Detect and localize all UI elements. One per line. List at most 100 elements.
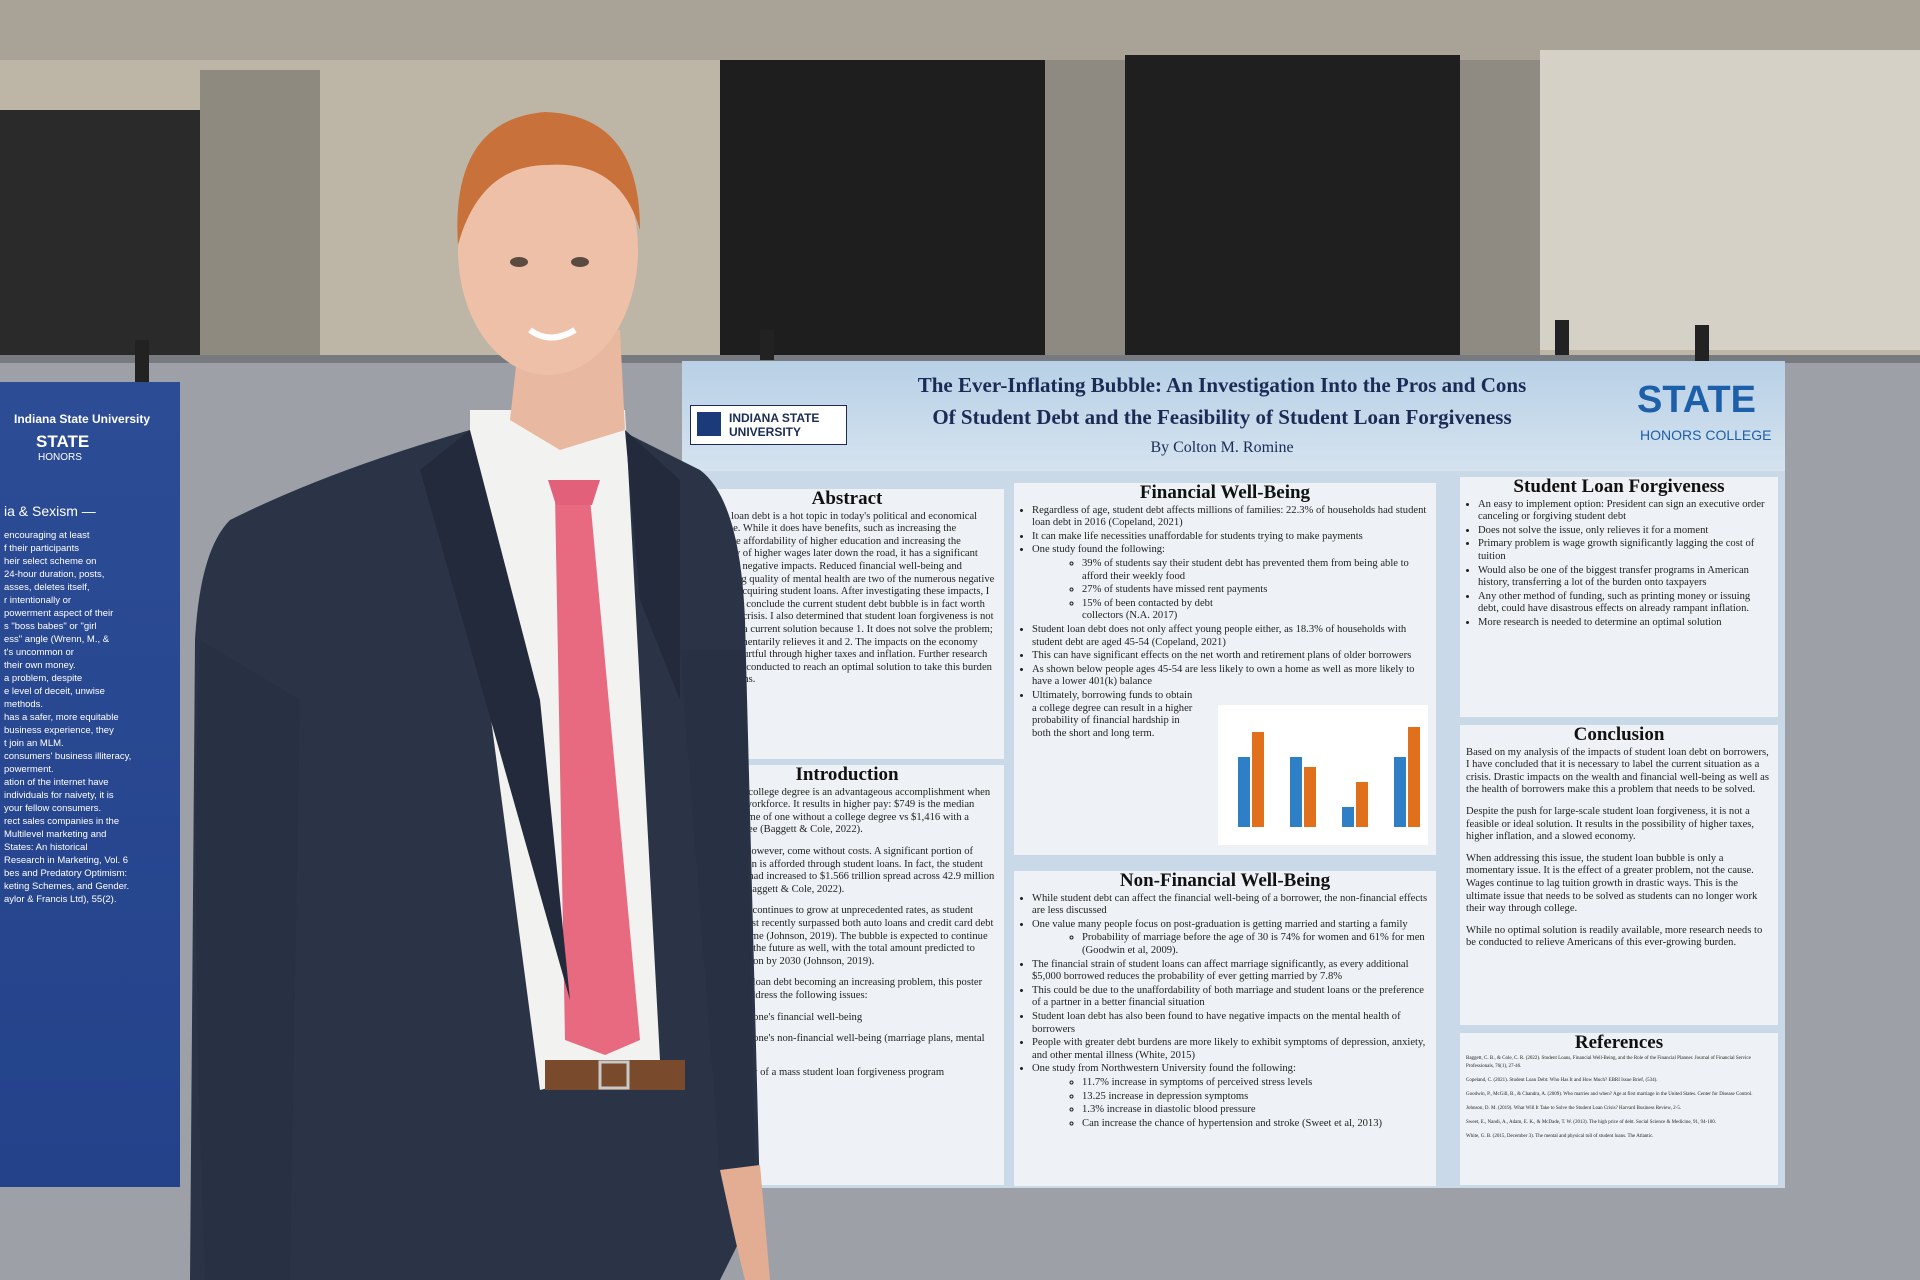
sub-list: 11.7% increase in symptoms of perceived … <box>1032 1077 1430 1130</box>
side-line: 24-hour duration, posts, <box>4 569 105 580</box>
side-line: powerment. <box>4 764 54 775</box>
sub-bullet: 15% of been contacted by debt collectors… <box>1082 598 1228 623</box>
side-line: ation of the internet have <box>4 777 109 788</box>
sub-list: Probability of marriage before the age o… <box>1032 932 1430 957</box>
side-line: a problem, despite <box>4 673 83 684</box>
text: Sweet, E., Nandi, A., Adam, E. K., & McD… <box>1466 1119 1716 1125</box>
side-line: rect sales companies in the <box>4 816 120 827</box>
text: Despite the push for large-scale student… <box>1466 805 1755 843</box>
text: The feasibility of a mass student loan f… <box>696 1067 945 1079</box>
side-line: t's uncommon or <box>4 647 74 658</box>
text: Based on my analysis of the impacts of s… <box>1466 746 1770 796</box>
text: With student loan debt becoming an incre… <box>696 977 983 1001</box>
side-line: Research in Marketing, Vol. 6 <box>4 855 129 866</box>
side-poster: Indiana State University STATE HONORS ia… <box>0 382 180 1187</box>
poster-section: References Baggett, C. B., & Cole, C. R. … <box>1460 1033 1778 1185</box>
poster-title: The Ever-Inflating Bubble: An Investigat… <box>917 373 1527 397</box>
side-line: States: An historical <box>4 842 88 853</box>
text: This can have significant effects on the… <box>1032 650 1430 663</box>
bullet: One study found the following: <box>1032 544 1430 557</box>
text: Student loan debt is a hot topic in toda… <box>696 510 995 686</box>
section-heading: Financial Well-Being <box>1139 483 1311 503</box>
bullet: One study from Northwestern University f… <box>1032 1063 1430 1076</box>
poster-header: INDIANA STATE UNIVERSITY The Ever-Inflat… <box>682 361 1785 471</box>
university: Indiana State University <box>14 412 151 426</box>
side-line: methods. <box>4 699 44 710</box>
text: This number continues to grow at unprece… <box>696 905 994 967</box>
text: Primary problem is wage growth significa… <box>1478 538 1772 563</box>
logo-mark <box>697 412 721 436</box>
side-line: their own money. <box>4 660 76 671</box>
logo-text: UNIVERSITY <box>729 425 802 439</box>
side-line: asses, deletes itself, <box>4 582 90 593</box>
chart-bar <box>1408 727 1420 827</box>
chart-bar <box>1238 757 1250 827</box>
text: Does not solve the issue, only relieves … <box>1478 525 1772 538</box>
poster-section: Non-Financial Well-BeingWhile student de… <box>1014 871 1436 1186</box>
state-logo-sub: HONORS COLLEGE <box>1640 427 1772 443</box>
bullet-list: An easy to implement option: President c… <box>1466 499 1772 630</box>
section-heading: References <box>1574 1033 1664 1053</box>
logo-text: INDIANA STATE <box>729 411 820 425</box>
bullet-list: While student debt can affect the financ… <box>1020 893 1430 1131</box>
section-heading: Student Loan Forgiveness <box>1513 477 1725 497</box>
text: While no optimal solution is readily ava… <box>1466 924 1763 949</box>
text: Its effects on one's financial well-bein… <box>696 1011 863 1023</box>
text: It does not, however, come without costs… <box>696 845 995 895</box>
chart-bar <box>1290 757 1302 827</box>
chart-bar <box>1356 782 1368 827</box>
sub-bullet: 39% of students say their student debt h… <box>1082 558 1430 583</box>
side-line: f their participants <box>4 543 79 554</box>
text: Baggett, C. B., & Cole, C. R. (2022). St… <box>1466 1055 1751 1069</box>
side-line: individuals for naivety, it is <box>4 790 114 801</box>
text: The financial strain of student loans ca… <box>1032 959 1430 984</box>
text: Student loan debt does not only affect y… <box>1032 624 1430 649</box>
side-line: business experience, they <box>4 725 114 736</box>
text: White, G. B. (2015, December 3). The men… <box>1466 1133 1654 1139</box>
side-line: has a safer, more equitable <box>4 712 119 723</box>
sub-bullet: 11.7% increase in symptoms of perceived … <box>1082 1077 1430 1090</box>
text: Student loan debt has also been found to… <box>1032 1011 1430 1036</box>
side-line: e level of deceit, unwise <box>4 686 105 697</box>
poster-section: Conclusion Based on my analysis of the im… <box>1460 725 1778 1025</box>
poster: INDIANA STATE UNIVERSITY The Ever-Inflat… <box>682 361 1785 1188</box>
bullet-list: Regardless of age, student debt affects … <box>1020 505 1430 741</box>
sub-list: 39% of students say their student debt h… <box>1032 558 1430 623</box>
side-text: encouraging at least f their participants… <box>0 529 180 906</box>
isu-logo: INDIANA STATE UNIVERSITY <box>690 405 847 445</box>
sub-bullet: 13.25 increase in depression symptoms <box>1082 1091 1430 1104</box>
side-line: encouraging at least <box>4 530 90 541</box>
side-line: s "boss babes" or "girl <box>4 621 97 632</box>
side-line: Multilevel marketing and <box>4 829 107 840</box>
poster-title: Of Student Debt and the Feasibility of S… <box>932 405 1512 429</box>
text: This could be due to the unaffordability… <box>1032 985 1430 1010</box>
text: When addressing this issue, the student … <box>1466 852 1758 915</box>
chart-bar <box>1252 732 1264 827</box>
sub-bullet: Can increase the chance of hypertension … <box>1082 1118 1430 1131</box>
text: Any other method of funding, such as pri… <box>1478 591 1772 616</box>
sub-bullet: 1.3% increase in diastolic blood pressur… <box>1082 1104 1430 1117</box>
side-line: t join an MLM. <box>4 738 64 749</box>
section-heading: Introduction <box>795 765 899 785</box>
side-line: powerment aspect of their <box>4 608 114 619</box>
section-heading: Abstract <box>811 489 883 509</box>
text: Copeland, C. (2021). Student Loan Debt: … <box>1466 1077 1658 1083</box>
poster-section: Student Loan ForgivenessAn easy to imple… <box>1460 477 1778 717</box>
text: It can make life necessities unaffordabl… <box>1032 531 1430 544</box>
text: As shown below people ages 45-54 are les… <box>1032 664 1430 689</box>
chart-bar <box>1394 757 1406 827</box>
brand-sub: HONORS <box>38 452 82 463</box>
side-line: bes and Predatory Optimism: <box>4 868 128 879</box>
chart-bar <box>1342 807 1354 827</box>
text: Obtaining a college degree is an advanta… <box>696 786 991 836</box>
text: People with greater debt burdens are mor… <box>1032 1037 1430 1062</box>
text: While student debt can affect the financ… <box>1032 893 1430 918</box>
side-line: ess" angle (Wrenn, M., & <box>4 634 110 645</box>
brand: STATE <box>36 432 90 451</box>
section-heading: Conclusion <box>1573 725 1665 745</box>
text: Would also be one of the biggest transfe… <box>1478 565 1772 590</box>
sub-bullet: 27% of students have missed rent payment… <box>1082 584 1430 597</box>
bullet: One value many people focus on post-grad… <box>1032 919 1430 932</box>
